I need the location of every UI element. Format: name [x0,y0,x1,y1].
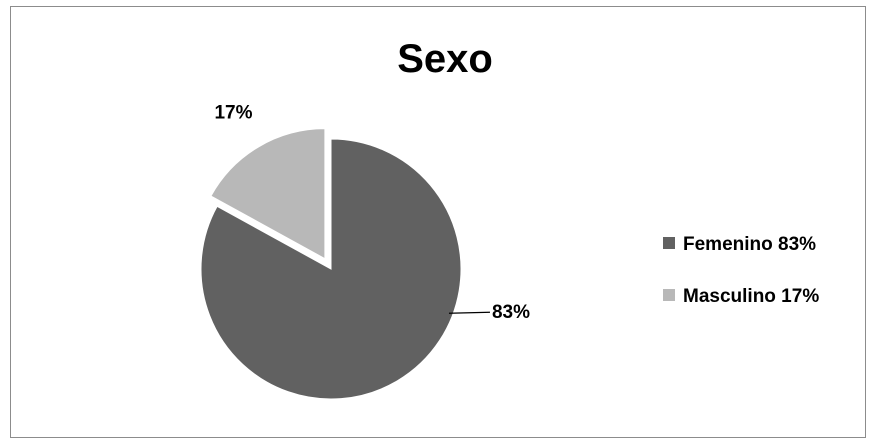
leader-line-femenino [448,311,490,314]
legend-swatch-femenino [663,237,675,249]
data-label-femenino: 83% [492,302,530,323]
pie-slice-masculino [210,128,326,260]
pie-slice-femenino [200,138,462,400]
legend: Femenino 83% Masculino 17% [663,234,819,307]
pie-data-labels: 83% 17% [214,102,530,323]
chart-title: Sexo [397,37,493,81]
legend-label-femenino: Femenino 83% [683,234,816,255]
legend-swatch-masculino [663,289,675,301]
legend-label-masculino: Masculino 17% [683,286,819,307]
pie-slices [200,128,462,400]
data-label-masculino: 17% [214,102,252,123]
